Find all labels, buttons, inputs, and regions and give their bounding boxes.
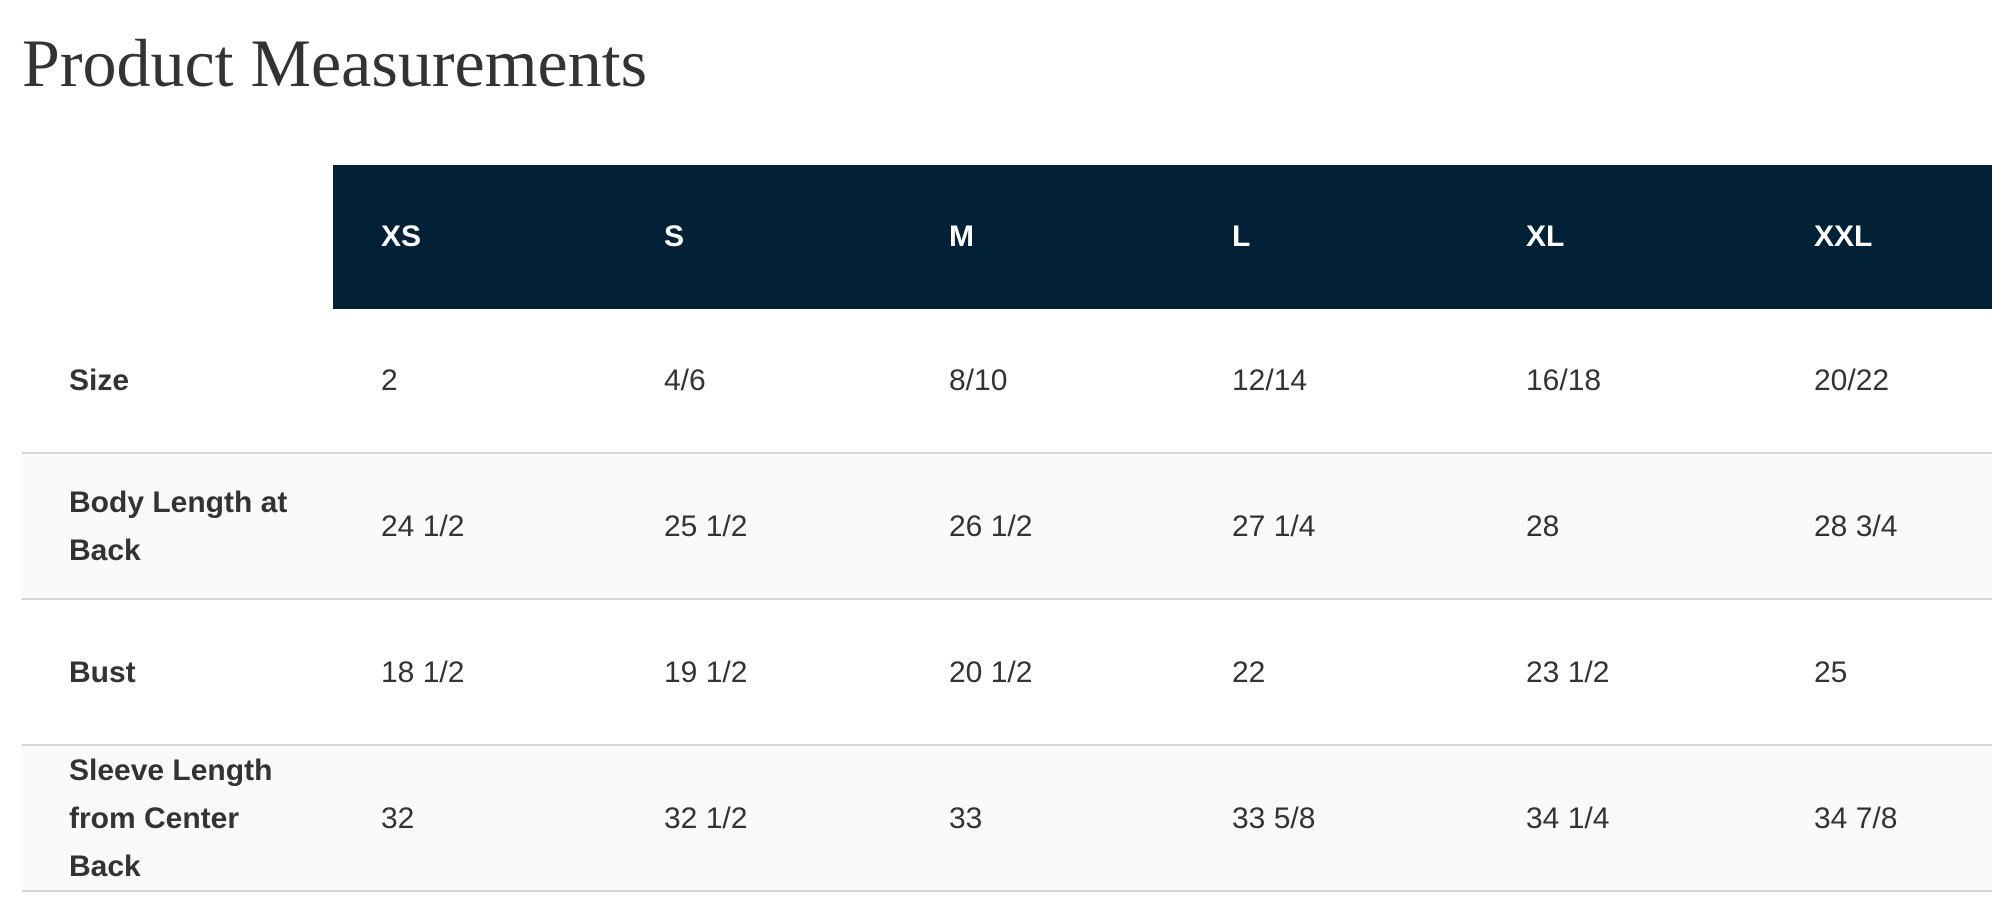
table-cell: 33 [949,802,983,835]
table-cell: 26 1/2 [949,510,1033,543]
table-cell: 32 1/2 [664,802,748,835]
table-cell: 34 1/4 [1526,802,1610,835]
table-cell: 12/14 [1232,364,1308,397]
table-cell: 28 3/4 [1814,510,1898,543]
column-header: XS [381,220,422,253]
table-cell: 28 [1526,510,1560,543]
row-label: Bust [69,655,136,689]
table-cell: 32 [381,802,415,835]
column-header: XL [1526,220,1565,253]
table-cell: 33 5/8 [1232,802,1316,835]
table-header: XS S M L XL XXL [333,165,1992,309]
table-cell: 25 [1814,656,1848,689]
page-title: Product Measurements [22,25,648,101]
table-row: Body Length at Back 24 1/2 25 1/2 26 1/2 27 … [22,455,1992,600]
row-label: Sleeve Length from Center Back [69,753,273,883]
table-cell: 20/22 [1814,364,1890,397]
table-cell: 4/6 [664,364,706,397]
table-cell: 2 [381,364,398,397]
table-cell: 25 1/2 [664,510,748,543]
table-cell: 22 [1232,656,1266,689]
table-cell: 27 1/4 [1232,510,1316,543]
table-cell: 18 1/2 [381,656,465,689]
table-row: Sleeve Length from Center Back 32 32 1/2 33… [22,747,1992,892]
table-cell: 16/18 [1526,364,1602,397]
column-header: L [1232,220,1251,253]
table-cell: 19 1/2 [664,656,748,689]
row-label: Body Length at Back [69,485,288,567]
column-header: S [664,220,685,253]
row-label: Size [69,363,130,397]
table-row: Bust 18 1/2 19 1/2 20 1/2 22 23 1/2 25 [22,601,1992,746]
table-cell: 23 1/2 [1526,656,1610,689]
column-header: M [949,220,974,253]
table-cell: 34 7/8 [1814,802,1898,835]
table-cell: 8/10 [949,364,1008,397]
column-header: XXL [1814,220,1873,253]
table-row: Size 2 4/6 8/10 12/14 16/18 20/22 [22,309,1992,454]
table-cell: 24 1/2 [381,510,465,543]
table-cell: 20 1/2 [949,656,1033,689]
